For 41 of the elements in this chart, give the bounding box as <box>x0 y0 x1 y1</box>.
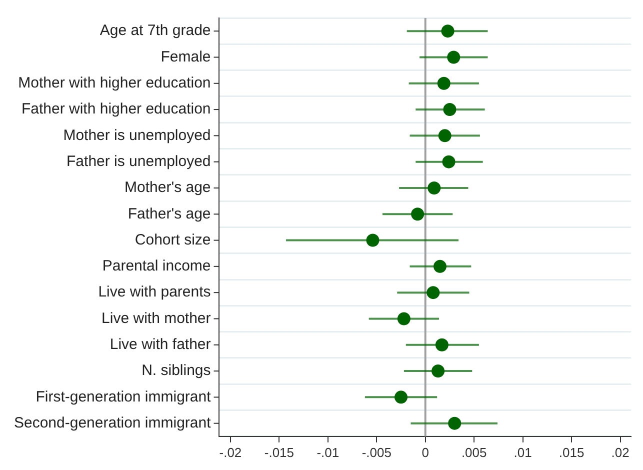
point <box>437 76 450 90</box>
y-tick-label: Live with father <box>110 336 211 354</box>
point <box>443 103 456 116</box>
point <box>441 24 454 38</box>
point <box>448 416 462 430</box>
point <box>394 390 408 404</box>
point <box>428 181 441 194</box>
y-tick-label: Father is unemployed <box>66 152 211 170</box>
y-tick-label: Mother with higher education <box>18 74 211 92</box>
x-tick-label: -.01 <box>316 444 340 460</box>
x-tick-label: .005 <box>461 444 487 460</box>
point <box>411 208 424 221</box>
point <box>435 338 448 352</box>
point <box>433 260 446 273</box>
y-tick-label: Parental income <box>102 258 211 275</box>
x-tick-label: .02 <box>611 444 630 460</box>
x-tick-label: -.015 <box>264 444 294 460</box>
point <box>442 155 456 168</box>
y-tick-label: Female <box>160 48 211 66</box>
y-tick-label: Father's age <box>128 205 211 222</box>
y-tick-label: Age at 7th grade <box>100 22 211 40</box>
y-tick-label: Mother's age <box>124 179 211 196</box>
x-tick-label: -.005 <box>362 444 392 460</box>
point <box>447 50 460 64</box>
y-tick-label: Second-generation immigrant <box>14 414 212 432</box>
y-tick-label: N. siblings <box>142 362 211 380</box>
x-tick-label: .01 <box>514 444 532 460</box>
point <box>426 286 440 300</box>
y-tick-label: Live with mother <box>102 310 211 327</box>
y-tick-label: Cohort size <box>134 231 211 248</box>
y-tick-label: Mother is unemployed <box>63 126 211 144</box>
point <box>438 129 452 142</box>
x-tick-label: .015 <box>558 444 584 460</box>
x-tick-label: 0 <box>422 444 429 460</box>
point <box>366 234 380 247</box>
y-tick-label: First-generation immigrant <box>36 388 212 406</box>
x-tick-label: -.02 <box>219 444 242 460</box>
point <box>432 364 445 378</box>
y-tick-label: Father with higher education <box>21 100 211 118</box>
y-tick-label: Live with parents <box>98 284 211 301</box>
point <box>397 312 410 326</box>
